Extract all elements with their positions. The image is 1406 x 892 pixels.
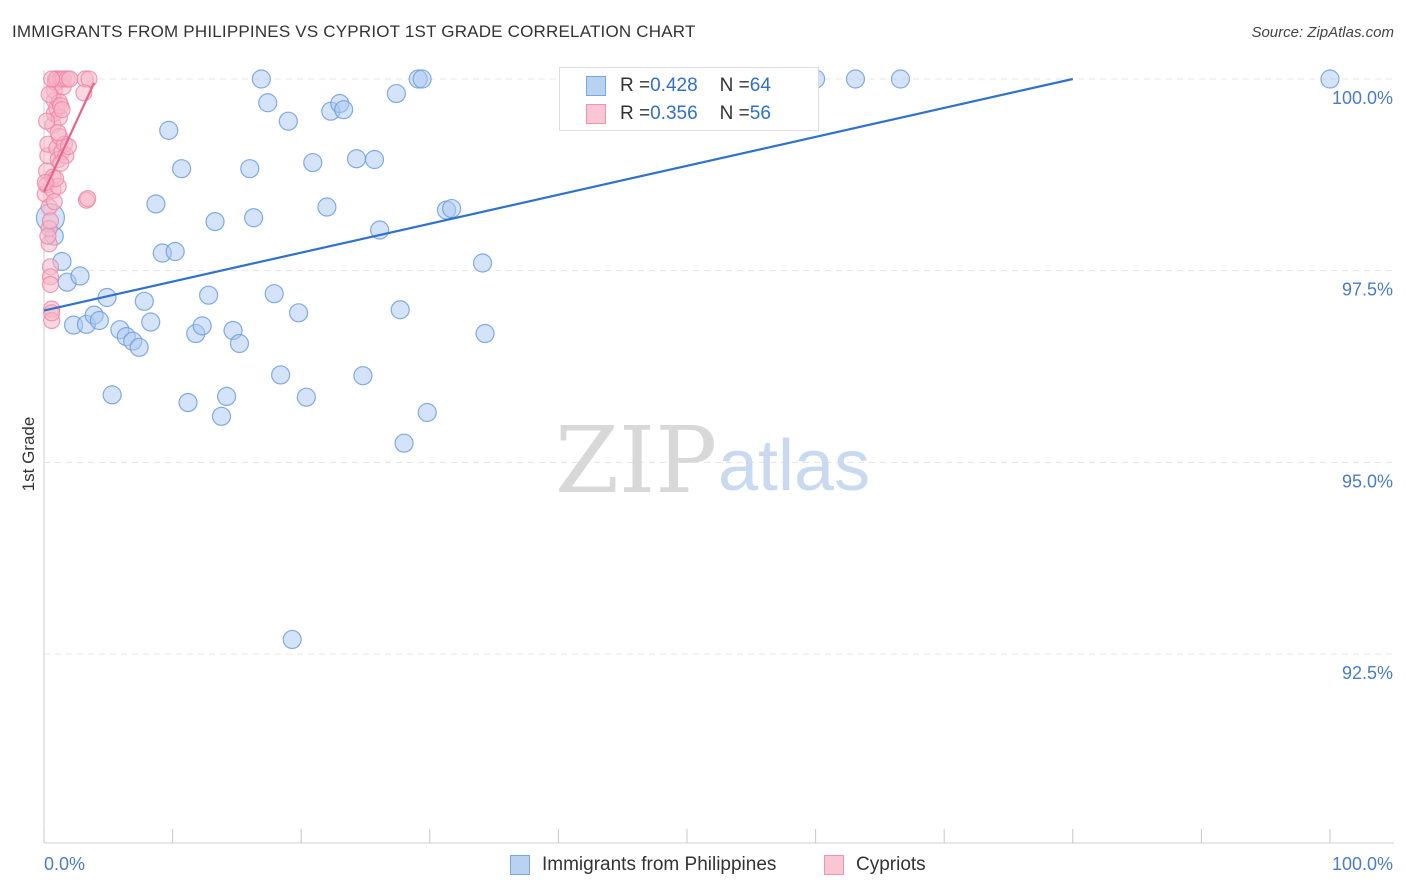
data-point-philippines <box>845 69 866 89</box>
data-point-philippines <box>192 316 212 336</box>
data-point-cypriots <box>43 70 61 88</box>
bottom-legend-label-blue: Immigrants from Philippines <box>542 854 777 875</box>
trend-lines <box>43 77 1074 312</box>
y-tick-label: 100.0% <box>1332 88 1393 108</box>
data-point-philippines <box>282 629 302 650</box>
legend-swatch-blue <box>586 76 606 96</box>
data-point-cypriots <box>39 227 57 245</box>
data-point-philippines <box>229 333 250 354</box>
data-point-philippines <box>346 149 367 169</box>
legend-pink-r-label: R = <box>620 103 651 124</box>
stats-legend: R = 0.428 N = 64 R = 0.356 N = 56 <box>559 67 819 131</box>
x-tick-label: 0.0% <box>44 854 85 874</box>
data-point-cypriots <box>37 112 56 130</box>
data-point-philippines <box>172 159 192 179</box>
data-point-philippines <box>289 303 309 323</box>
y-axis-label: 1st Grade <box>19 417 38 492</box>
data-point-philippines <box>141 312 161 332</box>
data-point-cypriots <box>45 193 63 211</box>
data-point-philippines <box>199 285 219 305</box>
data-point-philippines <box>244 208 264 228</box>
legend-blue-r-label: R = <box>620 75 651 96</box>
data-point-philippines <box>211 406 232 426</box>
data-point-philippines <box>271 365 291 385</box>
data-point-philippines <box>390 300 410 320</box>
tick-labels: 92.5% 95.0% 97.5% 100.0% 0.0% 100.0% <box>44 88 1393 874</box>
data-point-philippines <box>165 241 185 262</box>
data-point-philippines <box>129 337 149 357</box>
bottom-legend-pink: Cypriots <box>824 852 926 878</box>
data-point-cypriots <box>40 85 58 103</box>
data-point-cypriots <box>49 124 67 142</box>
legend-pink-n-value: 56 <box>749 103 771 124</box>
data-point-philippines <box>258 93 278 113</box>
data-point-cypriots <box>53 101 71 119</box>
data-point-cypriots <box>79 190 97 208</box>
data-point-philippines <box>278 111 298 131</box>
data-point-philippines <box>89 310 109 331</box>
watermark-zip: ZIP <box>555 407 717 514</box>
trend-line-cypriots <box>43 82 96 193</box>
data-point-philippines <box>386 83 406 104</box>
data-point-philippines <box>442 198 462 219</box>
axes <box>43 70 1394 844</box>
y-tick-label: 97.5% <box>1342 280 1393 300</box>
legend-row-pink: R = 0.356 N = 56 <box>586 101 771 127</box>
watermark-atlas: atlas <box>718 426 870 506</box>
bottom-legend-swatch-blue <box>510 855 530 875</box>
data-point-philippines <box>178 392 198 413</box>
data-point-cypriots <box>61 70 79 88</box>
data-point-philippines <box>1320 69 1340 89</box>
series-immigrants-from-philippines <box>35 69 1340 650</box>
legend-row-blue: R = 0.428 N = 64 <box>586 73 771 99</box>
data-point-philippines <box>240 159 260 179</box>
data-point-philippines <box>303 152 323 173</box>
data-point-philippines <box>296 387 316 407</box>
chart-title: IMMIGRANTS FROM PHILIPPINES VS CYPRIOT 1… <box>12 22 696 41</box>
bottom-legend-blue: Immigrants from Philippines <box>510 852 776 878</box>
data-point-philippines <box>159 120 179 140</box>
y-tick-label: 95.0% <box>1342 471 1393 491</box>
data-point-philippines <box>205 212 225 232</box>
data-point-philippines <box>394 433 414 453</box>
data-point-philippines <box>251 69 271 89</box>
x-tick-label: 100.0% <box>1332 854 1393 874</box>
legend-blue-n-value: 64 <box>749 75 771 96</box>
data-point-philippines <box>364 149 385 170</box>
legend-blue-r-value: 0.428 <box>650 75 698 96</box>
data-point-philippines <box>472 253 493 273</box>
data-point-philippines <box>890 69 911 89</box>
legend-pink-n-label: N = <box>719 103 750 124</box>
data-point-philippines <box>102 385 122 405</box>
data-point-philippines <box>146 194 166 214</box>
data-point-philippines <box>475 323 495 344</box>
data-point-philippines <box>417 402 437 423</box>
data-point-philippines <box>70 266 90 286</box>
data-point-philippines <box>264 284 284 304</box>
data-point-philippines <box>217 386 237 406</box>
data-point-philippines <box>412 69 432 89</box>
legend-blue-n-label: N = <box>719 75 750 96</box>
legend-swatch-pink <box>586 104 606 124</box>
trend-line-philippines <box>43 77 1074 312</box>
data-point-cypriots <box>41 212 60 230</box>
y-tick-label: 92.5% <box>1342 663 1393 683</box>
data-point-philippines <box>334 100 354 120</box>
data-point-philippines <box>134 291 154 311</box>
source-label: Source: ZipAtlas.com <box>1251 24 1394 41</box>
bottom-legend-swatch-pink <box>824 855 844 875</box>
series-cypriots <box>36 70 98 330</box>
data-point-philippines <box>317 197 337 217</box>
legend-pink-r-value: 0.356 <box>650 103 698 124</box>
data-point-philippines <box>353 366 373 386</box>
data-point-cypriots <box>41 275 60 294</box>
bottom-legend-label-pink: Cypriots <box>856 854 926 875</box>
